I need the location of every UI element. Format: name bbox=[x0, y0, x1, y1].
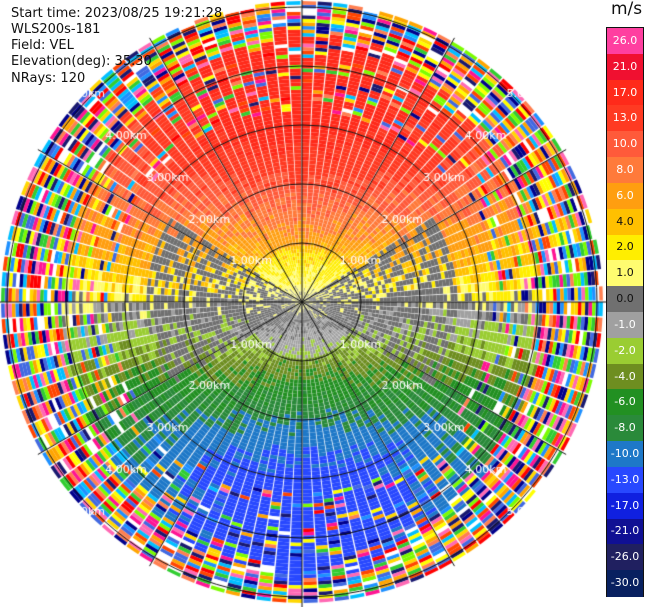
colorbar-swatch bbox=[607, 312, 643, 339]
nrays-label: NRays: 120 bbox=[11, 71, 86, 86]
colorbar-tick-label: -10.0 bbox=[610, 447, 640, 460]
colorbar-tick-label: 4.0 bbox=[616, 214, 634, 228]
colorbar-tick-label: -13.0 bbox=[610, 472, 640, 486]
colorbar-swatch bbox=[607, 182, 643, 210]
colorbar-tick-label: 0.0 bbox=[616, 292, 634, 306]
colorbar-swatch bbox=[607, 260, 643, 288]
colorbar-swatch bbox=[607, 234, 643, 262]
colorbar-swatch bbox=[607, 466, 643, 494]
colorbar-swatch bbox=[607, 79, 643, 107]
colorbar-tick-label: -17.0 bbox=[610, 498, 640, 512]
colorbar-swatch bbox=[607, 492, 643, 520]
colorbar-tick-label: -4.0 bbox=[614, 369, 636, 383]
colorbar-tick-label: -30.0 bbox=[610, 576, 640, 590]
colorbar-swatch bbox=[607, 131, 643, 159]
colorbar-tick-label: 13.0 bbox=[612, 111, 638, 125]
colorbar-tick-label: 21.0 bbox=[612, 59, 638, 73]
colorbar-swatch bbox=[607, 208, 643, 236]
colorbar-tick-label: 1.0 bbox=[616, 266, 634, 280]
colorbar-tick-label: -8.0 bbox=[614, 421, 636, 435]
colorbar-swatch bbox=[607, 286, 643, 313]
field-label: Field: VEL bbox=[11, 38, 74, 53]
elevation-label: Elevation(deg): 35.30 bbox=[11, 54, 152, 69]
colorbar-tick-label: 8.0 bbox=[616, 163, 634, 176]
colorbar-tick-label: 17.0 bbox=[612, 85, 638, 99]
colorbar-swatch bbox=[607, 337, 643, 365]
colorbar-tick-label: 10.0 bbox=[612, 137, 638, 151]
instrument-label: WLS200s-181 bbox=[11, 22, 101, 37]
colorbar-swatch bbox=[607, 415, 643, 443]
colorbar-tick-label: -2.0 bbox=[614, 343, 636, 357]
colorbar-swatch bbox=[607, 570, 643, 597]
colorbar-swatch bbox=[607, 105, 643, 133]
colorbar-swatch bbox=[607, 157, 643, 184]
colorbar-swatch bbox=[607, 518, 643, 546]
colorbar-swatch bbox=[607, 441, 643, 468]
colorbar-swatch bbox=[607, 389, 643, 417]
colorbar-tick-label: -6.0 bbox=[614, 395, 636, 409]
colorbar-tick-label: -1.0 bbox=[614, 317, 636, 331]
colorbar-swatch bbox=[607, 28, 643, 55]
colorbar-tick-label: 2.0 bbox=[616, 240, 634, 254]
velocity-colorbar: 26.0 21.0 17.0 13.0 10.0 8.0 6.0 4.0 2.0 1.0 0.0 -1… bbox=[606, 27, 644, 597]
colorbar-tick-label: -21.0 bbox=[610, 524, 640, 538]
colorbar-unit-label: m/s bbox=[611, 0, 643, 19]
colorbar-swatch bbox=[607, 53, 643, 81]
colorbar-tick-label: 6.0 bbox=[616, 188, 634, 202]
colorbar-swatch bbox=[607, 363, 643, 391]
colorbar-swatch bbox=[607, 544, 643, 572]
colorbar-tick-label: 26.0 bbox=[612, 33, 638, 47]
colorbar-tick-label: -26.0 bbox=[610, 550, 640, 564]
start-time-label: Start time: 2023/08/25 19:21:28 bbox=[11, 6, 223, 21]
